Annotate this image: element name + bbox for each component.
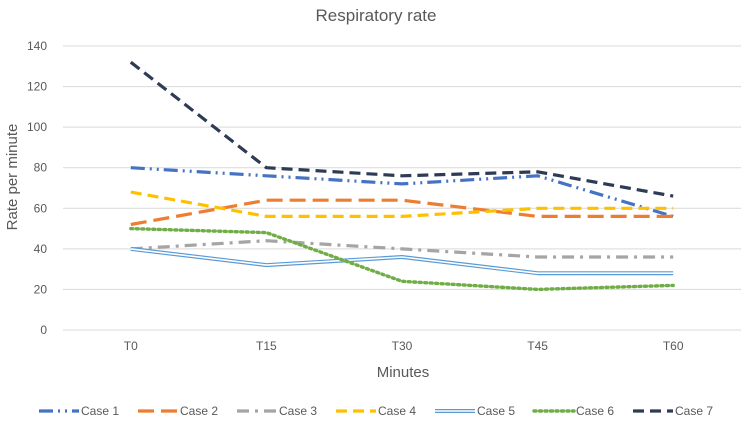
series-case-7 bbox=[129, 60, 674, 198]
x-axis-ticks: T0 T15 T30 T45 T60 bbox=[124, 339, 684, 353]
legend-item: Case 7 bbox=[633, 404, 713, 418]
x-tick-label: T15 bbox=[256, 339, 277, 353]
legend-label: Case 3 bbox=[279, 404, 317, 418]
chart-title: Respiratory rate bbox=[316, 6, 437, 25]
legend: Case 1 Case 2 Case 3 Case 4 Case 5 Case 6 Case… bbox=[39, 404, 713, 418]
y-tick-label: 80 bbox=[34, 161, 48, 175]
series-case-1 bbox=[130, 166, 674, 218]
series-case-2 bbox=[130, 198, 674, 227]
series-case-3 bbox=[130, 239, 674, 259]
y-tick-label: 60 bbox=[34, 201, 48, 215]
y-tick-label: 0 bbox=[40, 323, 47, 337]
legend-label: Case 5 bbox=[477, 404, 515, 418]
data-series bbox=[129, 60, 675, 292]
legend-item: Case 5 bbox=[435, 404, 515, 418]
legend-label: Case 1 bbox=[81, 404, 119, 418]
series-case-6 bbox=[129, 226, 675, 292]
y-tick-label: 120 bbox=[27, 80, 47, 94]
series-line bbox=[129, 60, 674, 198]
series-line bbox=[130, 190, 674, 218]
series-case-4 bbox=[130, 190, 674, 218]
y-tick-label: 140 bbox=[27, 39, 47, 53]
legend-label: Case 4 bbox=[378, 404, 416, 418]
legend-label: Case 6 bbox=[576, 404, 614, 418]
series-line bbox=[129, 226, 675, 292]
y-tick-label: 40 bbox=[34, 242, 48, 256]
x-axis-title: Minutes bbox=[377, 364, 430, 381]
y-axis-ticks: 0 20 40 60 80 100 120 140 bbox=[27, 39, 47, 337]
y-axis-title: Rate per minute bbox=[4, 124, 21, 231]
x-tick-label: T60 bbox=[663, 339, 684, 353]
legend-item: Case 3 bbox=[237, 404, 317, 418]
x-tick-label: T30 bbox=[392, 339, 413, 353]
series-line bbox=[130, 166, 674, 218]
series-line-inner bbox=[130, 248, 674, 274]
series-line bbox=[130, 198, 674, 227]
legend-item: Case 4 bbox=[336, 404, 416, 418]
y-tick-label: 20 bbox=[34, 282, 48, 296]
legend-item: Case 1 bbox=[39, 404, 119, 418]
y-tick-label: 100 bbox=[27, 120, 47, 134]
series-case-5 bbox=[130, 246, 674, 276]
series-line bbox=[130, 239, 674, 259]
legend-label: Case 2 bbox=[180, 404, 218, 418]
legend-item: Case 2 bbox=[138, 404, 218, 418]
x-tick-label: T0 bbox=[124, 339, 138, 353]
x-tick-label: T45 bbox=[527, 339, 548, 353]
legend-item: Case 6 bbox=[532, 404, 614, 418]
series-line bbox=[130, 246, 674, 276]
legend-label: Case 7 bbox=[675, 404, 713, 418]
